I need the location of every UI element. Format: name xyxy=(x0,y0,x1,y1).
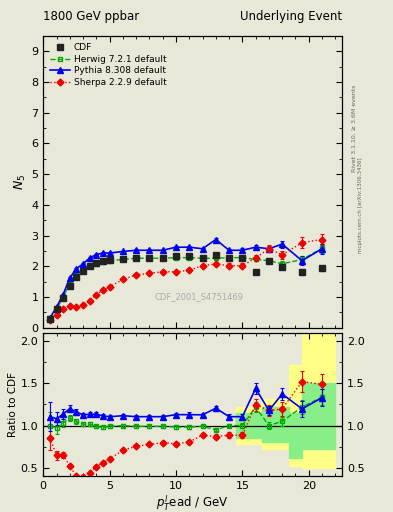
Text: 1800 GeV ppbar: 1800 GeV ppbar xyxy=(43,10,140,23)
Bar xyxy=(289,413,302,458)
Bar xyxy=(236,413,262,438)
Bar xyxy=(302,333,335,468)
Text: CDF_2001_S4751469: CDF_2001_S4751469 xyxy=(154,292,243,302)
Bar xyxy=(302,383,335,449)
Bar xyxy=(262,407,289,442)
Bar xyxy=(236,407,262,444)
Legend: CDF, Herwig 7.2.1 default, Pythia 8.308 default, Sherpa 2.2.9 default: CDF, Herwig 7.2.1 default, Pythia 8.308 … xyxy=(48,40,169,90)
Text: Rivet 3.1.10, ≥ 3.6M events: Rivet 3.1.10, ≥ 3.6M events xyxy=(352,84,357,172)
Bar xyxy=(289,365,302,466)
Y-axis label: $N_5$: $N_5$ xyxy=(13,174,28,190)
Y-axis label: Ratio to CDF: Ratio to CDF xyxy=(8,372,18,437)
X-axis label: $p_T^{l}$ead / GeV: $p_T^{l}$ead / GeV xyxy=(156,494,229,512)
Bar xyxy=(262,398,289,449)
Text: Underlying Event: Underlying Event xyxy=(240,10,342,23)
Text: mcplots.cern.ch [arXiv:1306.3436]: mcplots.cern.ch [arXiv:1306.3436] xyxy=(358,157,363,252)
